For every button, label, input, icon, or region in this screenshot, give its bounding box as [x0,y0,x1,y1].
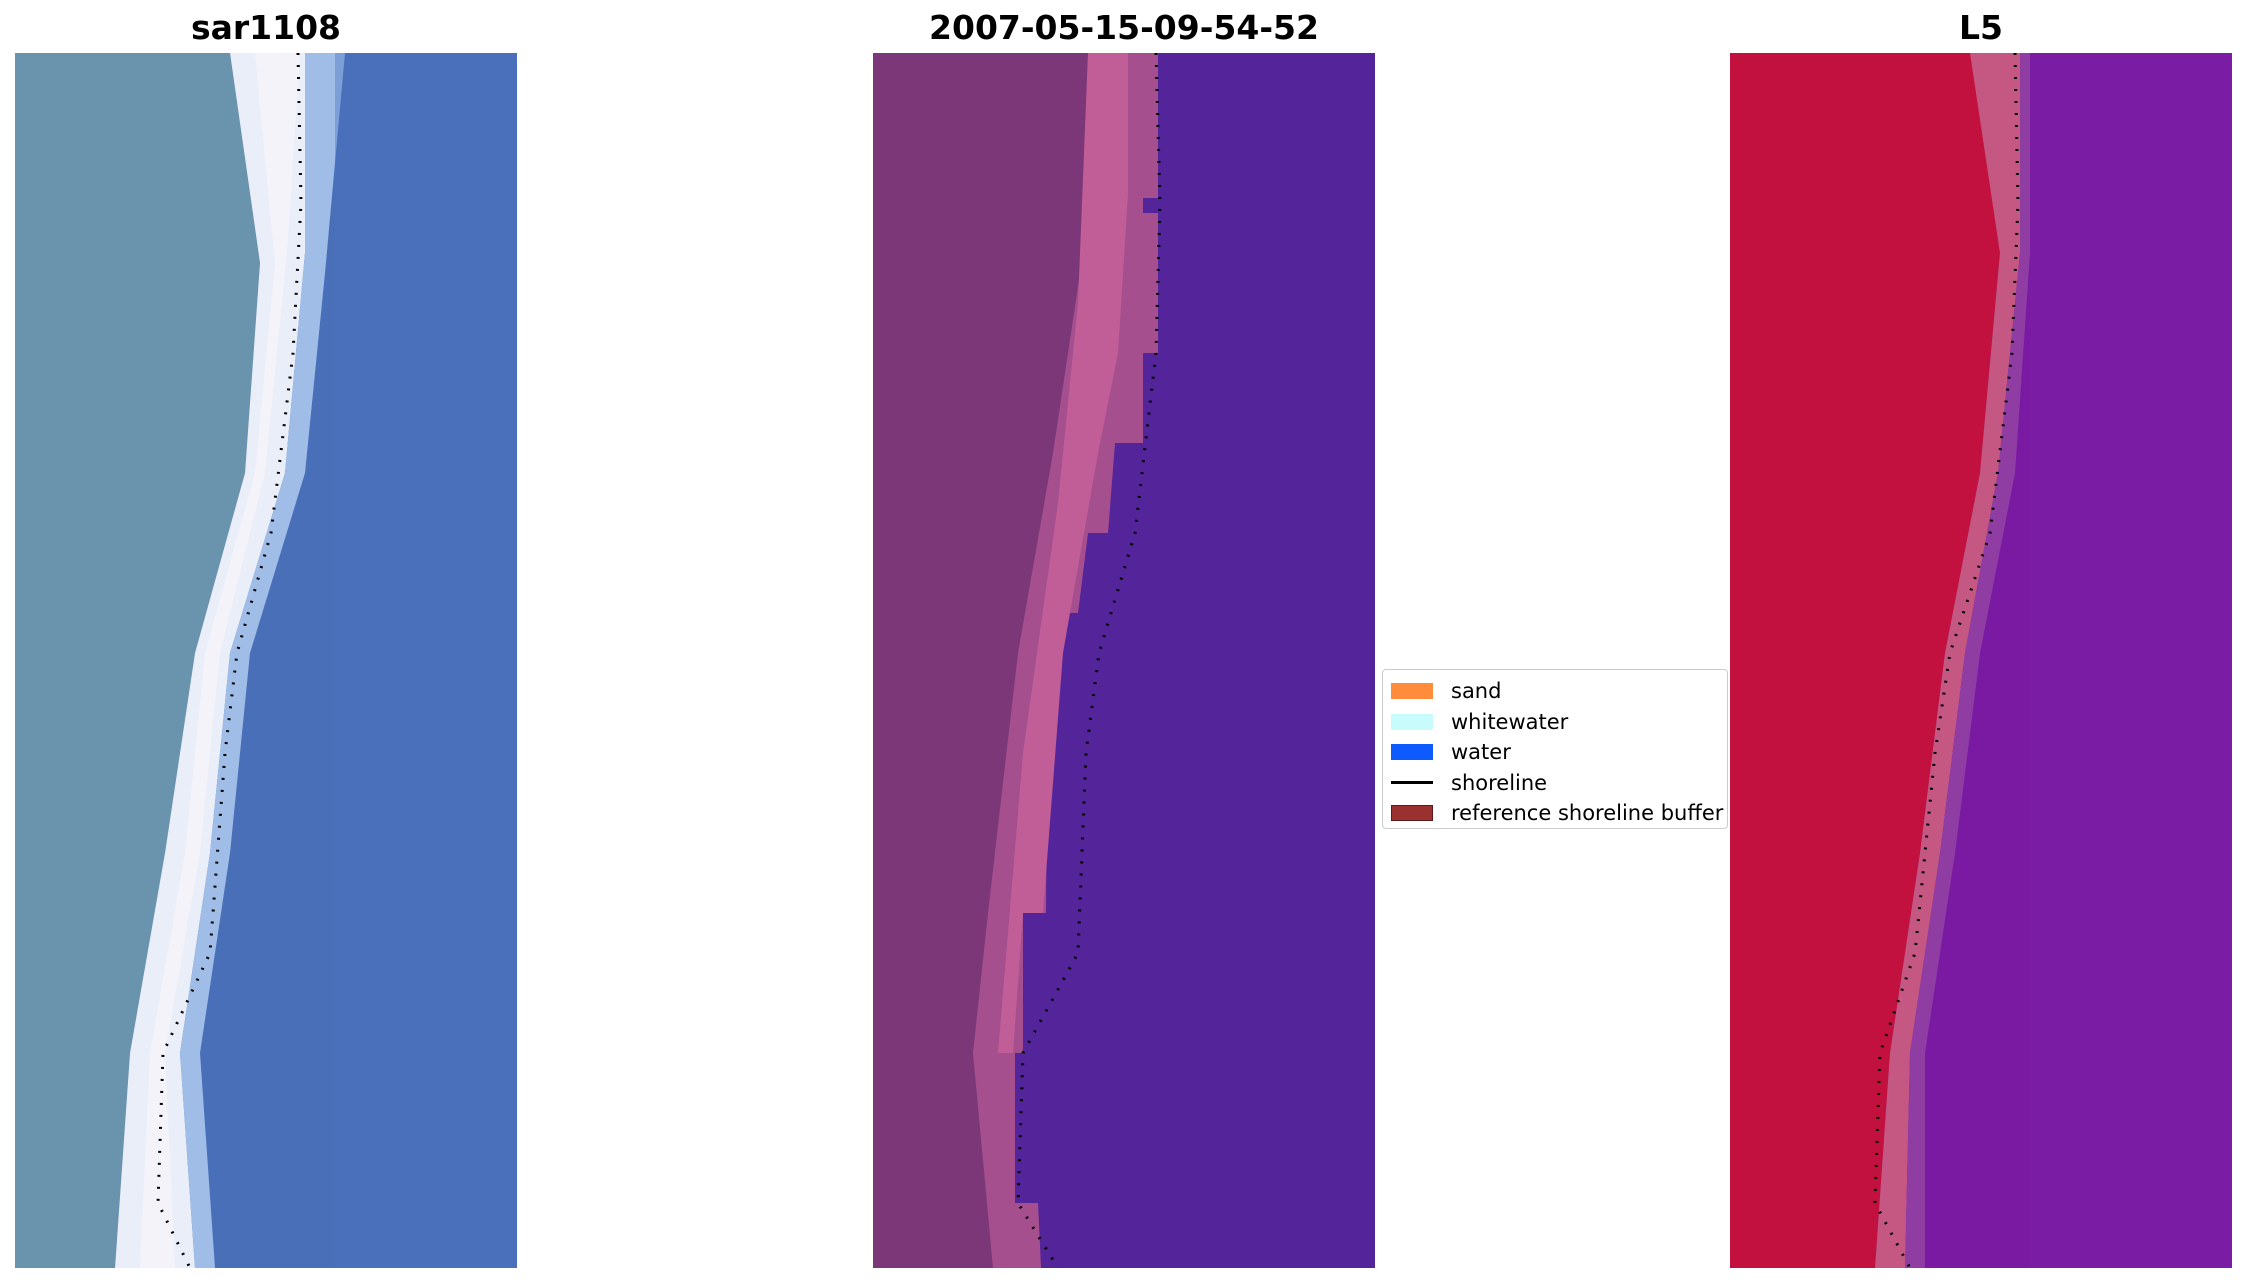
l5-image [1730,53,2232,1268]
legend-item-sand: sand [1391,676,1727,707]
legend-item-shoreline: shoreline [1391,768,1727,799]
sand-swatch [1391,683,1433,700]
panel-title-left: sar1108 [190,8,342,47]
legend-item-water: water [1391,737,1727,768]
panel-title-middle: 2007-05-15-09-54-52 [929,8,1319,47]
rgb-image [15,53,517,1268]
legend-label: reference shoreline buffer [1451,801,1724,826]
classified-image [873,53,1375,1268]
legend-label: water [1451,740,1511,765]
legend-label: shoreline [1451,770,1548,795]
panel-title-right: L5 [1959,8,2003,47]
water-swatch [1391,744,1433,761]
legend-label: sand [1451,679,1502,704]
l5-image-panel [1730,53,2232,1268]
reference-buffer-swatch [1391,805,1433,822]
legend-item-whitewater: whitewater [1391,707,1727,738]
legend-item-reference-buffer: reference shoreline buffer [1391,798,1727,829]
legend-label: whitewater [1451,709,1569,734]
rgb-image-panel [15,53,517,1268]
classified-image-panel [873,53,1375,1268]
legend: sand whitewater water shoreline referenc… [1382,669,1728,829]
shoreline-swatch [1391,781,1433,785]
whitewater-swatch [1391,713,1433,730]
